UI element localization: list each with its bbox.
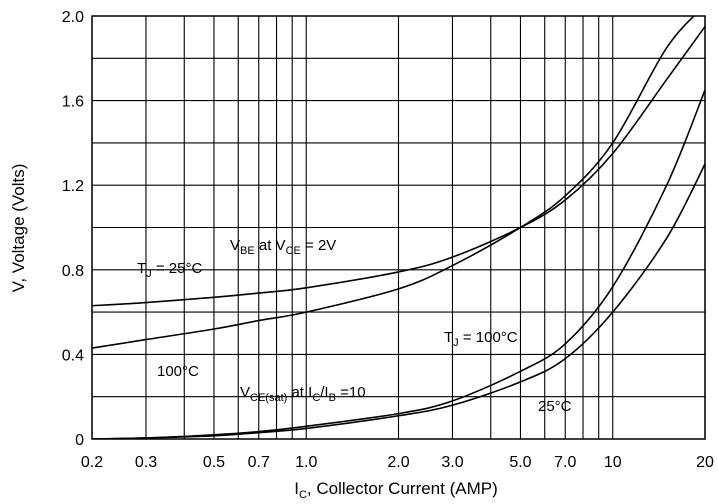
y-tick-label: 0.4 xyxy=(62,347,84,364)
x-tick-label: 0.5 xyxy=(203,454,225,471)
plot-frame xyxy=(91,15,706,440)
x-axis-title: IC, Collector Current (AMP) xyxy=(294,479,498,501)
series-vcesat-25c xyxy=(92,163,705,439)
annotation-vce-sat: VCE(sat) at IC/IB =10 xyxy=(240,384,366,404)
annotation-tj-100: TJ = 100°C xyxy=(444,329,518,349)
y-tick-label: 1.6 xyxy=(62,94,84,111)
x-tick-label: 10 xyxy=(604,454,622,471)
x-tick-label: 20 xyxy=(696,454,714,471)
annotation-tj-25: TJ = 25°C xyxy=(137,260,202,280)
x-tick-label: 5.0 xyxy=(509,454,531,471)
y-tick-label: 2.0 xyxy=(62,9,84,26)
x-tick-label: 3.0 xyxy=(441,454,463,471)
y-tick-label: 1.2 xyxy=(62,178,84,195)
x-tick-label: 0.3 xyxy=(135,454,157,471)
x-tick-label: 0.2 xyxy=(81,454,103,471)
y-tick-label: 0 xyxy=(75,432,84,449)
tick-labels: 0.2 0.3 0.5 0.7 1.0 2.0 3.0 5.0 7.0 10 20 0 0.4 0.8 1.… xyxy=(62,9,714,471)
annotation-vbe: VBE at VCE = 2V xyxy=(230,237,336,257)
x-tick-label: 0.7 xyxy=(248,454,270,471)
x-tick-label: 1.0 xyxy=(295,454,317,471)
y-axis-title: V, Voltage (Volts) xyxy=(9,164,28,293)
annotation-100c-left: 100°C xyxy=(157,363,199,380)
y-tick-label: 0.8 xyxy=(62,263,84,280)
series-vbe-25c xyxy=(92,26,705,307)
x-tick-label: 7.0 xyxy=(554,454,576,471)
series-lines xyxy=(92,16,705,439)
annotation-25c-right: 25°C xyxy=(538,398,572,415)
x-tick-label: 2.0 xyxy=(387,454,409,471)
series-vcesat-100c xyxy=(92,89,705,439)
series-vbe-100c xyxy=(92,16,696,349)
